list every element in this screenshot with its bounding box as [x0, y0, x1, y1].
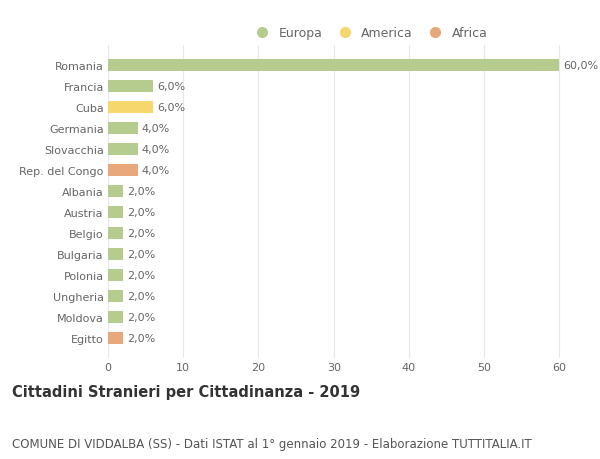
Bar: [108, 269, 123, 281]
Bar: [108, 291, 123, 302]
Text: 2,0%: 2,0%: [127, 229, 155, 238]
Text: 2,0%: 2,0%: [127, 186, 155, 196]
Text: 2,0%: 2,0%: [127, 333, 155, 343]
Text: 4,0%: 4,0%: [142, 145, 170, 155]
Text: 6,0%: 6,0%: [157, 103, 185, 113]
Bar: [108, 165, 138, 176]
Text: 4,0%: 4,0%: [142, 123, 170, 134]
Bar: [108, 332, 123, 344]
Text: 2,0%: 2,0%: [127, 207, 155, 218]
Text: 60,0%: 60,0%: [563, 61, 598, 71]
Bar: [108, 311, 123, 323]
Bar: [108, 207, 123, 218]
Bar: [108, 228, 123, 239]
Text: 2,0%: 2,0%: [127, 312, 155, 322]
Legend: Europa, America, Africa: Europa, America, Africa: [250, 27, 488, 40]
Text: Cittadini Stranieri per Cittadinanza - 2019: Cittadini Stranieri per Cittadinanza - 2…: [12, 384, 360, 399]
Bar: [108, 249, 123, 260]
Text: 2,0%: 2,0%: [127, 270, 155, 280]
Bar: [108, 144, 138, 155]
Bar: [108, 123, 138, 134]
Text: 2,0%: 2,0%: [127, 249, 155, 259]
Bar: [108, 186, 123, 197]
Text: 4,0%: 4,0%: [142, 166, 170, 175]
Bar: [108, 102, 153, 113]
Text: 2,0%: 2,0%: [127, 291, 155, 301]
Bar: [108, 60, 559, 72]
Text: 6,0%: 6,0%: [157, 82, 185, 92]
Text: COMUNE DI VIDDALBA (SS) - Dati ISTAT al 1° gennaio 2019 - Elaborazione TUTTITALI: COMUNE DI VIDDALBA (SS) - Dati ISTAT al …: [12, 437, 532, 450]
Bar: [108, 81, 153, 93]
